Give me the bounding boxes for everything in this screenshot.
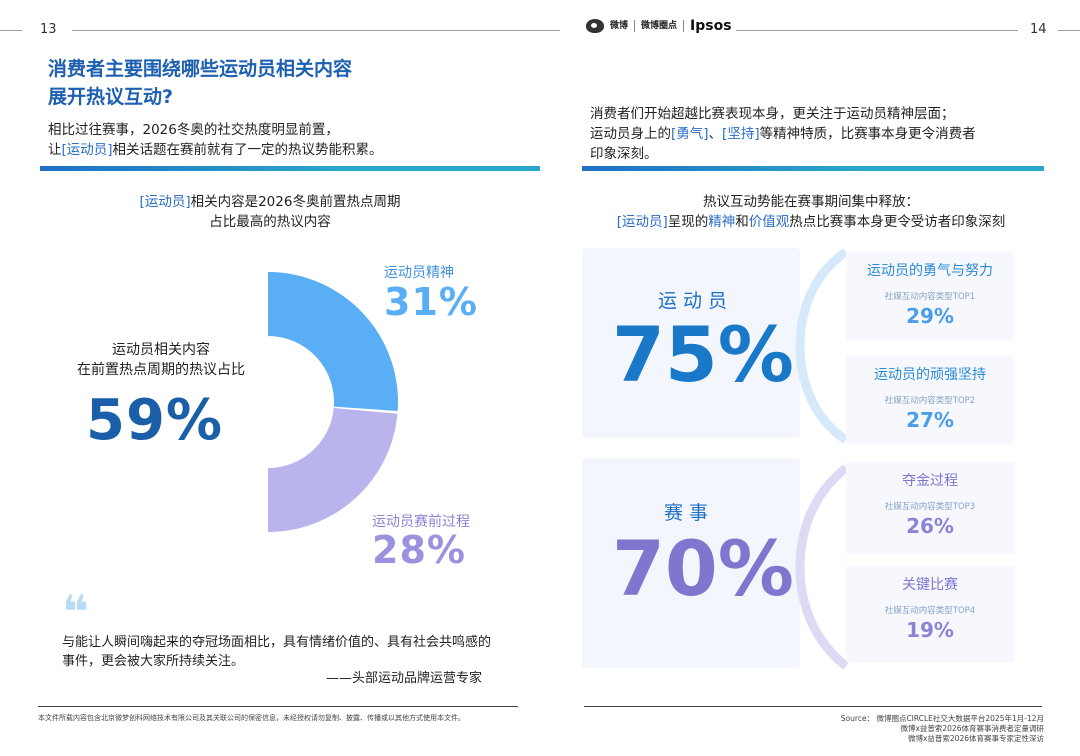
section-rule — [40, 166, 540, 171]
event-item-1-category: 社媒互动内容类型TOP3 — [884, 502, 976, 512]
quote-source: ——头部运动品牌运营专家 — [326, 671, 483, 686]
right-heading: 热议互动势能在赛事期间集中释放： [运动员]呈现的精神和价值观热点比赛事本身更令… — [582, 192, 1040, 232]
top-divider-right — [736, 30, 1018, 31]
athlete-item-2-category: 社媒互动内容类型TOP2 — [884, 396, 976, 406]
donut-slice-1 — [268, 272, 398, 412]
donut-chart — [268, 272, 398, 532]
right-lead-line-2: 运动员身上的[勇气]、[坚持]等精神特质，比赛事本身更令消费者 — [590, 124, 976, 144]
lead-text-segment: 等精神特质，比赛事本身更令消费者 — [759, 126, 976, 142]
left-page: 13 消费者主要围绕哪些运动员相关内容 展开热议互动? 相比过往赛事，2026冬… — [0, 22, 540, 722]
brand-logos: 微博 微博圈点 Ipsos — [586, 18, 732, 34]
lead-line-2: 让[运动员]相关话题在赛前就有了一定的热议势能积累。 — [48, 140, 383, 160]
lead-text-segment: 运动员身上的 — [590, 126, 671, 142]
heading-highlight: 精神 — [708, 214, 736, 230]
heading-highlight: [运动员] — [616, 214, 668, 230]
athlete-group-label: 运动员 — [658, 290, 734, 312]
top-divider-right-end — [1058, 30, 1080, 31]
athlete-group-value: 75% — [612, 310, 794, 399]
athlete-item-1-value: 29% — [906, 304, 954, 328]
athlete-item-1: 运动员的勇气与努力 社媒互动内容类型TOP1 29% — [846, 252, 1014, 340]
quote-text: 与能让人瞬间嗨起来的夺冠场面相比，具有情绪价值的、具有社会共鸣感的事件，更会被大… — [62, 635, 492, 669]
athlete-item-2-value: 27% — [906, 408, 954, 432]
slice-label-spirit: 运动员精神 — [384, 265, 454, 281]
lead-line-1: 相比过往赛事，2026冬奥的社交热度明显前置， — [48, 122, 339, 138]
lead-text-segment: 、 — [708, 126, 723, 142]
top-divider-right-stub — [540, 30, 560, 31]
athlete-item-1-category: 社媒互动内容类型TOP1 — [884, 292, 976, 302]
athlete-item-2: 运动员的顽强坚持 社媒互动内容类型TOP2 27% — [846, 356, 1014, 444]
event-item-2-title: 关键比赛 — [902, 577, 958, 593]
donut-slices — [268, 272, 398, 532]
lead-text: 相比过往赛事，2026冬奥的社交热度明显前置， 让[运动员]相关话题在赛前就有了… — [48, 120, 383, 160]
center-label: 运动员相关内容 在前置热点周期的热议占比 — [46, 340, 276, 380]
source-line-1: Source： 微博圈点CIRCLE社交大数据平台2025年1月-12月 — [840, 714, 1044, 723]
chart-heading: [运动员]相关内容是2026冬奥前置热点周期 占比最高的热议内容 — [90, 192, 450, 232]
footer-note: 本文件所载内容包含北京微梦创科网络技术有限公司及其关联公司的保密信息，未经授权请… — [38, 714, 465, 722]
heading-text-segment: 和 — [735, 214, 749, 230]
slice-value-spirit: 31% — [384, 280, 478, 324]
lead-text-segment: 相关话题在赛前就有了一定的热议势能积累。 — [112, 142, 383, 158]
athlete-bracket — [795, 248, 849, 444]
event-group-label: 赛事 — [664, 502, 715, 524]
ipsos-logo: Ipsos — [690, 18, 732, 34]
quote-icon: ❝ — [62, 585, 89, 639]
right-lead-text: 消费者们开始超越比赛表现本身，更关注于运动员精神层面； 运动员身上的[勇气]、[… — [590, 104, 976, 164]
center-label-line-2: 在前置热点周期的热议占比 — [77, 362, 245, 378]
slice-value-process: 28% — [372, 528, 466, 572]
event-item-2-category: 社媒互动内容类型TOP4 — [884, 606, 976, 616]
athlete-item-1-title: 运动员的勇气与努力 — [867, 263, 993, 279]
event-item-2: 关键比赛 社媒互动内容类型TOP4 19% — [846, 566, 1014, 662]
footer-divider-right — [584, 706, 1042, 707]
right-lead-line-1: 消费者们开始超越比赛表现本身，更关注于运动员精神层面； — [590, 106, 955, 122]
page-title: 消费者主要围绕哪些运动员相关内容 展开热议互动? — [48, 55, 352, 111]
chart-heading-line-2: 占比最高的热议内容 — [209, 214, 331, 230]
athlete-item-2-title: 运动员的顽强坚持 — [874, 367, 986, 383]
donut-slice-2 — [268, 407, 398, 532]
chart-heading-highlight: [运动员] — [139, 194, 191, 210]
source-line-3: 微博x益普索2026体育赛事专家定性深访 — [907, 734, 1044, 743]
top-divider-left-stub — [0, 30, 22, 31]
page-number-left: 13 — [40, 22, 57, 37]
center-value: 59% — [86, 388, 224, 453]
circle-logo-text: 微博圈点 — [641, 21, 678, 31]
athlete-summary-card — [582, 248, 800, 438]
logo-separator — [634, 20, 636, 32]
event-group-value: 70% — [612, 524, 794, 613]
weibo-logo-icon — [586, 19, 604, 33]
chart-heading-text: 相关内容是2026冬奥前置热点周期 — [190, 194, 401, 210]
lead-highlight-courage: [勇气] — [671, 126, 709, 142]
title-line-1: 消费者主要围绕哪些运动员相关内容 — [48, 58, 353, 80]
slice-label-process: 运动员赛前过程 — [372, 514, 470, 530]
right-section-rule — [582, 166, 1044, 171]
heading-highlight: 价值观 — [748, 214, 790, 230]
lead-highlight: [运动员] — [61, 142, 113, 158]
heading-text-segment: 呈现的 — [667, 214, 709, 230]
chart-heading-line-1: [运动员]相关内容是2026冬奥前置热点周期 — [90, 192, 450, 212]
event-item-1: 夺金过程 社媒互动内容类型TOP3 26% — [846, 462, 1014, 554]
lead-text-segment: 让 — [48, 142, 62, 158]
right-lead-line-3: 印象深刻。 — [590, 146, 658, 162]
footer-divider-left — [38, 706, 518, 707]
event-item-2-value: 19% — [906, 618, 954, 642]
lead-highlight-persistence: [坚持] — [722, 126, 760, 142]
source-line-2: 微博x益普索2026体育赛事消费者定量调研 — [900, 724, 1044, 733]
page-number-right: 14 — [1030, 22, 1047, 37]
logo-separator — [683, 20, 685, 32]
right-heading-line-2: [运动员]呈现的精神和价值观热点比赛事本身更令受访者印象深刻 — [582, 212, 1040, 232]
event-item-1-value: 26% — [906, 514, 954, 538]
top-divider-left — [72, 30, 540, 31]
event-bracket — [795, 464, 849, 670]
source-note: Source： 微博圈点CIRCLE社交大数据平台2025年1月-12月 微博x… — [841, 714, 1044, 744]
weibo-logo-text: 微博 — [610, 21, 629, 31]
title-line-2: 展开热议互动? — [48, 86, 174, 108]
event-item-1-title: 夺金过程 — [902, 473, 958, 489]
heading-text-segment: 热点比赛事本身更令受访者印象深刻 — [789, 214, 1006, 230]
event-summary-card — [582, 458, 800, 668]
right-heading-line-1: 热议互动势能在赛事期间集中释放： — [703, 194, 919, 210]
right-page: 14 — [540, 0, 1080, 756]
center-label-line-1: 运动员相关内容 — [112, 342, 210, 358]
